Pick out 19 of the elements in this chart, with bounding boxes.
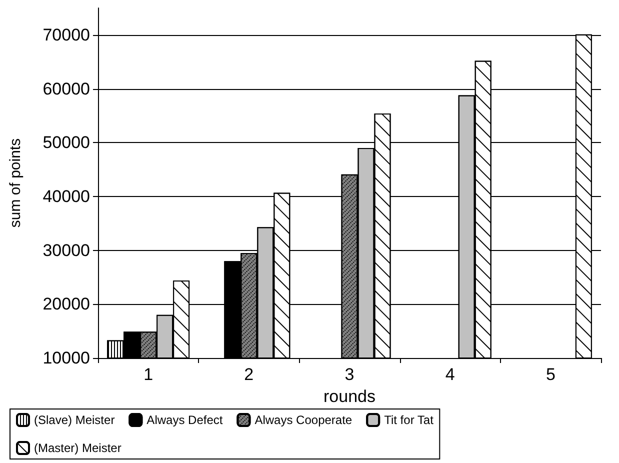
y-tick-label: 60000 xyxy=(42,79,90,98)
legend-label: Tit for Tat xyxy=(384,413,434,427)
x-axis-title: rounds xyxy=(324,386,376,406)
y-tick-label: 40000 xyxy=(42,186,90,206)
y-tick-label: 10000 xyxy=(42,348,90,368)
y-tick-label: 20000 xyxy=(42,294,90,314)
legend-label: Always Cooperate xyxy=(254,413,352,427)
x-tick-label: 4 xyxy=(445,365,455,384)
legend-label: (Slave) Meister xyxy=(34,413,115,427)
x-tick-label: 1 xyxy=(144,365,154,384)
x-tick-label: 3 xyxy=(344,365,354,384)
legend-label: Always Defect xyxy=(146,413,224,427)
x-tick-label: 5 xyxy=(546,365,556,384)
y-tick-label: 30000 xyxy=(42,240,90,260)
x-tick-label: 2 xyxy=(244,365,254,384)
legend-label: (Master) Meister xyxy=(34,441,122,455)
y-tick-label: 70000 xyxy=(42,25,90,44)
y-axis-title: sum of points xyxy=(7,138,24,228)
y-tick-label: 50000 xyxy=(42,133,90,152)
